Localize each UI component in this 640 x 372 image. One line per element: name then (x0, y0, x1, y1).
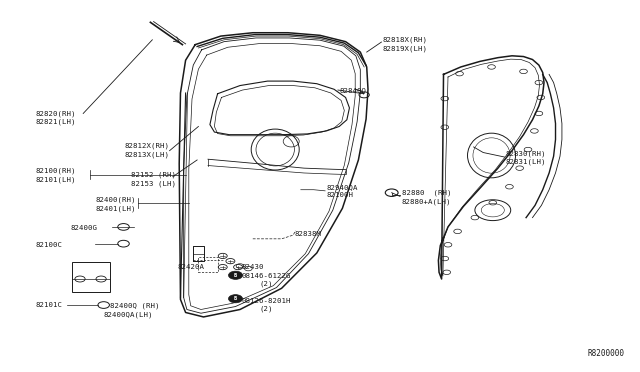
Text: 82819X(LH): 82819X(LH) (383, 45, 428, 52)
Text: 82400QA(LH): 82400QA(LH) (104, 311, 153, 318)
Text: 82100(RH): 82100(RH) (35, 168, 76, 174)
Text: (2): (2) (259, 281, 273, 288)
Text: 82400Q (RH): 82400Q (RH) (110, 302, 159, 309)
Text: 82420A: 82420A (178, 264, 205, 270)
Text: 82830(RH): 82830(RH) (506, 150, 546, 157)
Text: 82152 (RH): 82152 (RH) (131, 171, 176, 178)
Text: 82880+A(LH): 82880+A(LH) (402, 198, 451, 205)
Text: 82821(LH): 82821(LH) (35, 119, 76, 125)
Text: 82100H: 82100H (326, 192, 353, 198)
Text: 82831(LH): 82831(LH) (506, 158, 546, 165)
Text: 82101(LH): 82101(LH) (35, 176, 76, 183)
Text: 82100C: 82100C (35, 242, 62, 248)
Text: R8200000: R8200000 (587, 349, 624, 358)
Text: 82401(LH): 82401(LH) (96, 205, 136, 212)
Text: (2): (2) (259, 305, 273, 312)
Text: 82153 (LH): 82153 (LH) (131, 180, 176, 187)
Circle shape (228, 271, 243, 279)
Text: 08146-6122G: 08146-6122G (242, 273, 291, 279)
Text: 82940QA: 82940QA (326, 184, 358, 190)
Text: 82818X(RH): 82818X(RH) (383, 37, 428, 44)
Text: 82400G: 82400G (70, 225, 97, 231)
Text: 82812X(RH): 82812X(RH) (125, 142, 170, 149)
Text: B: B (234, 296, 237, 301)
Text: 08126-8201H: 08126-8201H (242, 298, 291, 304)
Text: 82840Q: 82840Q (339, 87, 366, 93)
Text: B: B (234, 273, 237, 278)
Text: 82838M: 82838M (294, 231, 321, 237)
Text: 82101C: 82101C (35, 302, 62, 308)
Text: 82430: 82430 (242, 264, 264, 270)
Text: 82813X(LH): 82813X(LH) (125, 151, 170, 158)
Bar (72, 262, 110, 292)
Circle shape (228, 295, 243, 303)
Text: 82820(RH): 82820(RH) (35, 110, 76, 117)
Text: 82400(RH): 82400(RH) (96, 197, 136, 203)
Text: 82880  (RH): 82880 (RH) (402, 189, 451, 196)
